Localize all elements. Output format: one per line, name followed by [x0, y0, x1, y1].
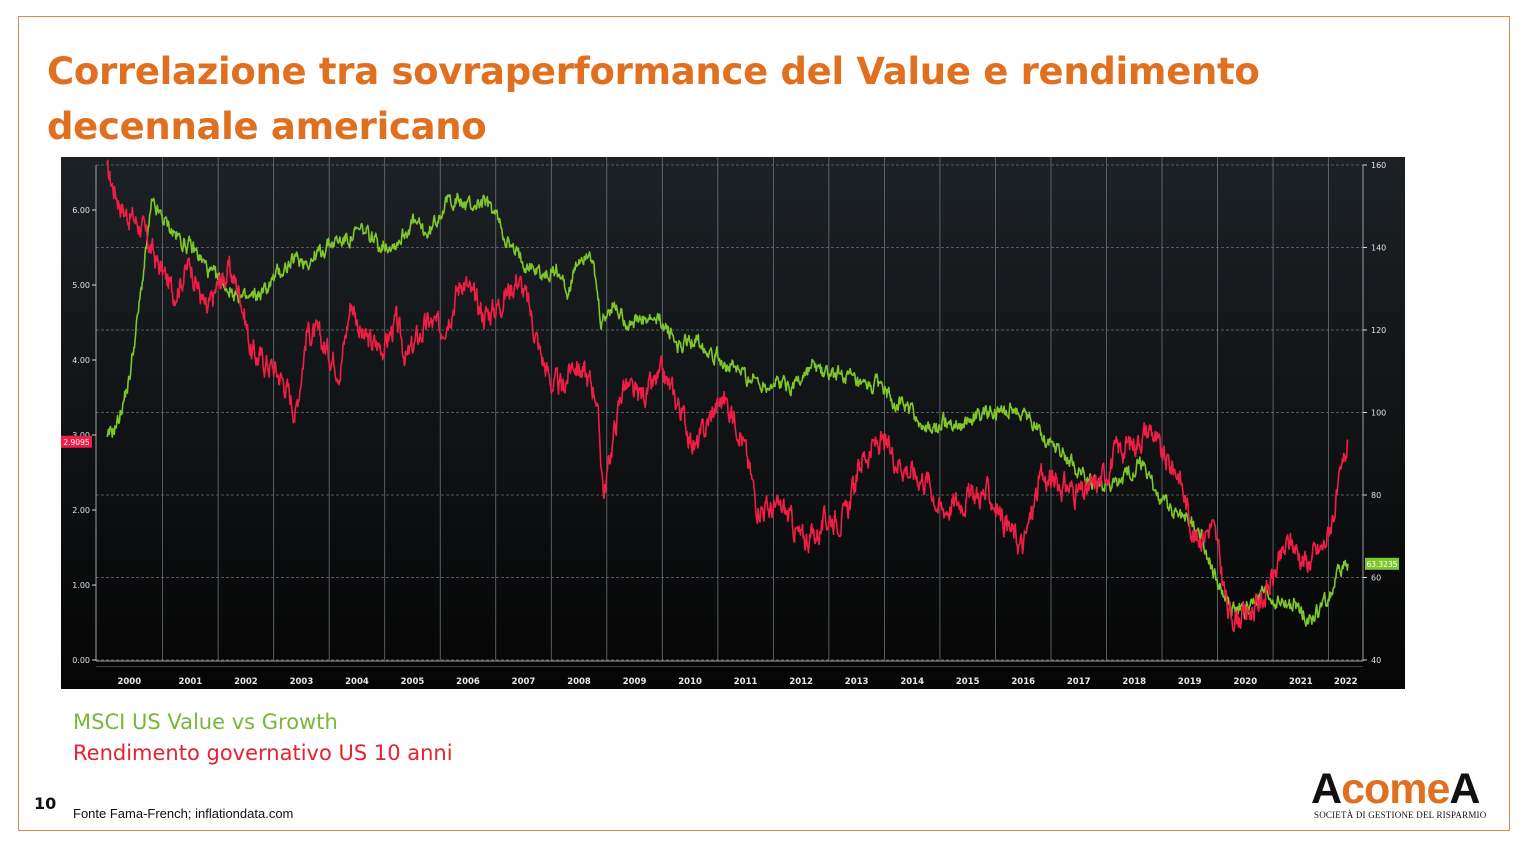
- left-axis-tick-label: 1.00: [72, 581, 90, 590]
- chart-legend: MSCI US Value vs Growth Rendimento gover…: [73, 707, 453, 769]
- x-axis-tick-label: 2015: [956, 677, 980, 687]
- right-axis-tick-label: 100: [1371, 409, 1386, 418]
- right-axis-tick-label: 120: [1371, 326, 1386, 335]
- acomea-logo: AcomeA SOCIETÀ DI GESTIONE DEL RISPARMIO: [1311, 766, 1506, 826]
- left-axis-tick-label: 2.00: [72, 506, 90, 515]
- logo-part-2: come: [1341, 765, 1450, 813]
- logo-part-3: A: [1449, 765, 1480, 813]
- x-axis-band: [96, 666, 1363, 667]
- grid-lines: [96, 157, 1363, 661]
- logo-part-1: A: [1311, 765, 1342, 813]
- left-axis-tick-label: 6.00: [72, 206, 90, 215]
- logo-subtitle: SOCIETÀ DI GESTIONE DEL RISPARMIO: [1314, 810, 1487, 820]
- legend-value-vs-growth: MSCI US Value vs Growth: [73, 710, 338, 734]
- x-axis-tick-label: 2011: [734, 677, 758, 687]
- series-lines: [106, 159, 1349, 633]
- source-note: Fonte Fama-French; inflationdata.com: [73, 806, 294, 821]
- right-axis-tick-label: 160: [1371, 161, 1386, 170]
- x-axis-tick-label: 2008: [567, 677, 591, 687]
- chart-container: 0.00 1.00 2.00 3.00 4.00 5.00 6.00 40 60 80 100 120…: [61, 157, 1405, 689]
- right-axis-tick-label: 140: [1371, 244, 1386, 253]
- right-axis-tick-label: 40: [1371, 656, 1381, 665]
- x-axis-tick-label: 2021: [1289, 677, 1313, 687]
- series-line-us-10y-yield: [106, 159, 1349, 633]
- x-axis-tick-label: 2010: [678, 677, 702, 687]
- axes: 0.00 1.00 2.00 3.00 4.00 5.00 6.00 40 60 80 100 120…: [72, 161, 1386, 687]
- x-axis-tick-label: 2006: [456, 677, 480, 687]
- left-axis-tick-label: 5.00: [72, 281, 90, 290]
- left-axis-tick-label: 4.00: [72, 356, 90, 365]
- x-axis-tick-label: 2004: [345, 677, 369, 687]
- right-axis-tick-label: 80: [1371, 491, 1381, 500]
- x-axis-tick-label: 2005: [401, 677, 425, 687]
- legend-us-10y-yield: Rendimento governativo US 10 anni: [73, 741, 453, 765]
- page-number: 10: [34, 794, 57, 813]
- x-axis-tick-label: 2001: [179, 677, 203, 687]
- x-axis-tick-label: 2013: [845, 677, 869, 687]
- left-axis-tick-label: 0.00: [72, 656, 90, 665]
- slide-frame: [18, 16, 1510, 831]
- value-last-value-label: 63.3235: [1366, 560, 1397, 569]
- x-axis-tick-label: 2018: [1122, 677, 1146, 687]
- x-axis-tick-label: 2002: [234, 677, 258, 687]
- right-axis-tick-label: 60: [1371, 574, 1381, 583]
- yield-last-value-box: [61, 435, 92, 448]
- x-axis-tick-label: 2017: [1067, 677, 1091, 687]
- chart-svg: 0.00 1.00 2.00 3.00 4.00 5.00 6.00 40 60 80 100 120…: [61, 157, 1405, 689]
- x-axis-tick-label: 2020: [1233, 677, 1257, 687]
- last-value-labels: 2.9095 63.3235: [61, 435, 1399, 570]
- yield-last-value-label: 2.9095: [63, 438, 89, 447]
- x-axis-tick-label: 2022: [1334, 677, 1358, 687]
- x-axis-tick-label: 2007: [512, 677, 536, 687]
- x-axis-tick-label: 2009: [623, 677, 647, 687]
- x-axis-tick-label: 2003: [290, 677, 314, 687]
- value-last-value-box: [1365, 557, 1399, 570]
- x-axis-tick-label: 2000: [117, 677, 141, 687]
- x-axis-tick-label: 2016: [1011, 677, 1035, 687]
- logo-wordmark: AcomeA: [1311, 766, 1506, 812]
- slide-title: Correlazione tra sovraperformance del Va…: [47, 50, 1260, 148]
- x-axis-tick-label: 2019: [1178, 677, 1202, 687]
- left-axis-tick-label: 3.00: [72, 431, 90, 440]
- series-line-value-vs-growth: [106, 192, 1349, 627]
- x-axis-tick-label: 2012: [789, 677, 813, 687]
- x-axis-tick-label: 2014: [900, 677, 924, 687]
